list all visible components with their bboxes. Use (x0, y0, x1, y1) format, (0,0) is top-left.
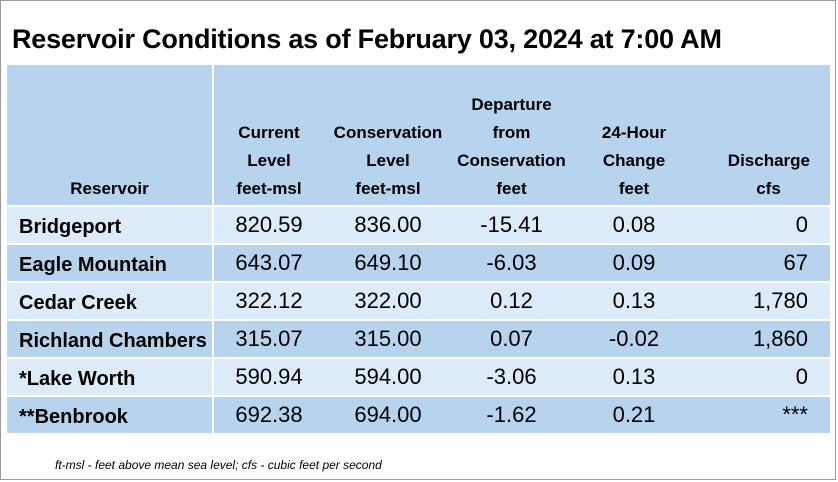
page-title: Reservoir Conditions as of February 03, … (12, 24, 722, 54)
current-level: 322.12 (214, 281, 324, 319)
table-row: Richland Chambers 315.07 315.00 0.07 -0.… (7, 319, 830, 357)
discharge: 1,780 (697, 281, 830, 319)
reservoir-name: Cedar Creek (7, 281, 214, 319)
discharge: 1,860 (697, 319, 830, 357)
header-reservoir: Reservoir (7, 65, 214, 205)
departure: -15.41 (452, 205, 571, 243)
reservoir-name: Bridgeport (7, 205, 214, 243)
conservation-level: 836.00 (324, 205, 452, 243)
reservoir-name: *Lake Worth (7, 357, 214, 395)
header-discharge: Discharge cfs (697, 65, 830, 205)
current-level: 643.07 (214, 243, 324, 281)
change-24h: -0.02 (571, 319, 697, 357)
table-row: Eagle Mountain 643.07 649.10 -6.03 0.09 … (7, 243, 830, 281)
change-24h: 0.08 (571, 205, 697, 243)
header-24-hour-change: 24-Hour Change feet (571, 65, 697, 205)
discharge: *** (697, 395, 830, 433)
departure: -1.62 (452, 395, 571, 433)
change-24h: 0.13 (571, 281, 697, 319)
footnote: ft-msl - feet above mean sea level; cfs … (55, 458, 382, 472)
departure: -6.03 (452, 243, 571, 281)
reservoir-name: Eagle Mountain (7, 243, 214, 281)
reservoir-name: Richland Chambers (7, 319, 214, 357)
header-row: Reservoir Current Level feet-msl Conserv… (7, 65, 830, 205)
conservation-level: 322.00 (324, 281, 452, 319)
change-24h: 0.09 (571, 243, 697, 281)
discharge: 0 (697, 205, 830, 243)
current-level: 315.07 (214, 319, 324, 357)
discharge: 0 (697, 357, 830, 395)
departure: 0.07 (452, 319, 571, 357)
table-row: *Lake Worth 590.94 594.00 -3.06 0.13 0 (7, 357, 830, 395)
table-row: Bridgeport 820.59 836.00 -15.41 0.08 0 (7, 205, 830, 243)
conservation-level: 315.00 (324, 319, 452, 357)
header-conservation-level: Conservation Level feet-msl (324, 65, 452, 205)
header-current-level: Current Level feet-msl (214, 65, 324, 205)
reservoir-name: **Benbrook (7, 395, 214, 433)
current-level: 590.94 (214, 357, 324, 395)
change-24h: 0.21 (571, 395, 697, 433)
departure: -3.06 (452, 357, 571, 395)
current-level: 820.59 (214, 205, 324, 243)
departure: 0.12 (452, 281, 571, 319)
change-24h: 0.13 (571, 357, 697, 395)
current-level: 692.38 (214, 395, 324, 433)
header-departure: Departure from Conservation feet (452, 65, 571, 205)
reservoir-table: Reservoir Current Level feet-msl Conserv… (7, 65, 830, 433)
table-row: Cedar Creek 322.12 322.00 0.12 0.13 1,78… (7, 281, 830, 319)
conservation-level: 594.00 (324, 357, 452, 395)
discharge: 67 (697, 243, 830, 281)
table-row: **Benbrook 692.38 694.00 -1.62 0.21 *** (7, 395, 830, 433)
conservation-level: 694.00 (324, 395, 452, 433)
conservation-level: 649.10 (324, 243, 452, 281)
